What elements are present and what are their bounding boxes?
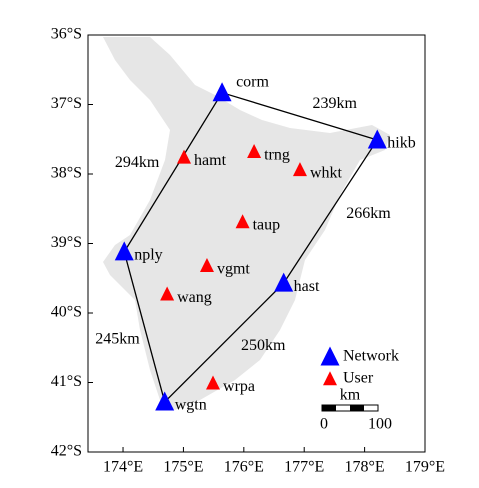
y-tick-label: 40°S <box>51 304 82 321</box>
legend-label: User <box>343 370 374 387</box>
station-label: taup <box>253 217 281 234</box>
station-label: hamt <box>194 152 227 169</box>
baseline <box>164 282 285 403</box>
station-marker <box>367 129 387 149</box>
baseline <box>283 139 378 284</box>
station-label: wrpa <box>223 378 255 395</box>
station-marker <box>247 144 262 159</box>
station-label: vgmt <box>217 260 250 277</box>
x-tick-label: 176°E <box>224 459 264 476</box>
station-marker <box>114 241 134 261</box>
station-marker <box>292 162 307 177</box>
distance-label: 250km <box>241 337 286 354</box>
station-label: hast <box>294 278 320 295</box>
legend-marker <box>320 346 340 366</box>
scale-bar: km 0 100 <box>320 387 392 433</box>
station-label: corm <box>236 73 269 90</box>
x-tick-label: 174°E <box>103 459 143 476</box>
station-label: nply <box>134 247 162 264</box>
station-marker <box>177 149 192 164</box>
baseline <box>221 92 378 141</box>
y-tick-label: 39°S <box>51 234 82 251</box>
x-tick-label: 177°E <box>284 459 324 476</box>
baseline <box>123 251 166 403</box>
station-marker <box>206 375 221 390</box>
y-tick-label: 38°S <box>51 165 82 182</box>
distance-label: 294km <box>115 154 160 171</box>
y-tick-label: 36°S <box>51 26 82 43</box>
station-label: wgtn <box>175 397 207 414</box>
scale-start: 0 <box>320 416 328 433</box>
station-marker <box>160 286 175 301</box>
scale-unit: km <box>340 387 361 404</box>
station-marker <box>199 258 214 273</box>
station-marker <box>235 214 250 229</box>
distance-label: 239km <box>312 95 357 112</box>
y-tick-label: 42°S <box>51 443 82 460</box>
baseline <box>123 92 223 253</box>
scale-bar-segment <box>322 405 336 411</box>
scale-end: 100 <box>368 416 392 433</box>
station-marker <box>274 272 294 292</box>
station-marker <box>155 391 175 411</box>
y-tick-label: 37°S <box>51 95 82 112</box>
station-label: hikb <box>387 135 415 152</box>
distance-label: 245km <box>95 331 140 348</box>
x-tick-label: 175°E <box>163 459 203 476</box>
scale-bar-segment <box>350 405 364 411</box>
x-tick-label: 179°E <box>405 459 445 476</box>
station-label: whkt <box>310 165 343 182</box>
x-tick-label: 178°E <box>345 459 385 476</box>
station-label: wang <box>177 289 212 306</box>
distance-label: 266km <box>346 205 391 222</box>
y-tick-label: 41°S <box>51 373 82 390</box>
legend-label: Network <box>343 348 399 365</box>
legend-marker <box>323 371 337 386</box>
station-marker <box>212 82 232 102</box>
station-label: trng <box>264 146 290 163</box>
